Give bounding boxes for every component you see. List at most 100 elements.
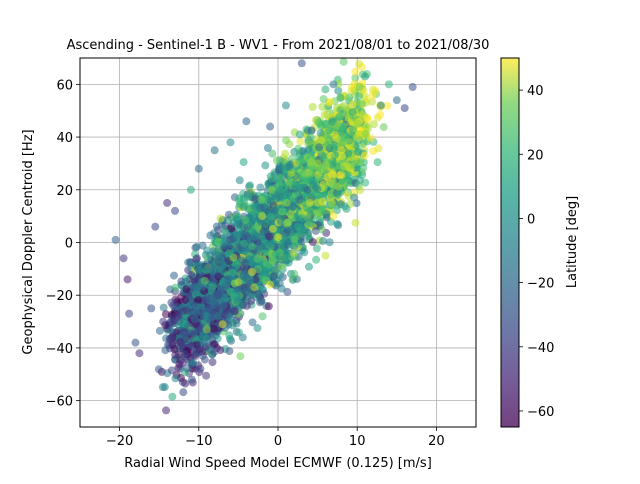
scatter-point (208, 358, 217, 367)
x-axis-label: Radial Wind Speed Model ECMWF (0.125) [m… (124, 456, 432, 471)
scatter-point (242, 117, 251, 126)
scatter-point (305, 198, 314, 207)
scatter-point (234, 278, 243, 287)
scatter-point (218, 283, 227, 292)
colorbar-frame (500, 57, 520, 428)
scatter-point (194, 296, 203, 305)
scatter-point (241, 247, 250, 256)
scatter-point (189, 358, 198, 367)
scatter-point (213, 312, 222, 321)
scatter-point (344, 113, 353, 122)
scatter-point (224, 274, 233, 283)
scatter-point (323, 140, 332, 149)
scatter-point (283, 237, 292, 246)
scatter-point (178, 358, 187, 367)
scatter-point (400, 104, 409, 113)
x-tick-label: 20 (428, 434, 445, 449)
scatter-point (281, 253, 290, 262)
scatter-point (198, 241, 207, 250)
scatter-point (272, 275, 281, 284)
scatter-point (159, 303, 168, 312)
scatter-point (312, 244, 321, 253)
scatter-point (200, 276, 209, 285)
scatter-point (266, 280, 275, 289)
scatter-point (321, 251, 330, 260)
scatter-point (384, 80, 393, 89)
scatter-point (210, 146, 219, 155)
scatter-point (188, 329, 197, 338)
scatter-point (192, 254, 201, 263)
scatter-point (319, 183, 328, 192)
x-tick-label: 10 (349, 434, 366, 449)
scatter-point (348, 108, 357, 117)
scatter-point (262, 266, 271, 275)
chart-title: Ascending - Sentinel-1 B - WV1 - From 20… (67, 38, 490, 53)
scatter-point (119, 254, 128, 263)
scatter-point (311, 183, 320, 192)
scatter-point (268, 174, 277, 183)
scatter-point (313, 198, 322, 207)
scatter-point (354, 147, 363, 156)
scatter-point (182, 285, 191, 294)
scatter-point (349, 125, 358, 134)
scatter-point (125, 309, 134, 318)
scatter-point (247, 267, 256, 276)
scatter-point (239, 271, 248, 280)
scatter-point (220, 228, 229, 237)
scatter-point (322, 161, 331, 170)
scatter-point (209, 301, 218, 310)
scatter-point (336, 93, 345, 102)
scatter-point (361, 72, 370, 81)
scatter-point (306, 133, 315, 142)
scatter-point (295, 130, 304, 139)
scatter-point (340, 137, 349, 146)
scatter-point (314, 172, 323, 181)
scatter-point (266, 239, 275, 248)
scatter-point (349, 193, 358, 202)
scatter-point (355, 82, 364, 91)
y-tick-label: −20 (46, 289, 73, 304)
scatter-point (353, 158, 362, 167)
colorbar-label: Latitude [deg] (565, 196, 580, 288)
scatter-point (376, 101, 385, 110)
scatter-point (345, 93, 354, 102)
scatter-point (369, 120, 378, 129)
scatter-point (334, 190, 343, 199)
scatter-point (171, 283, 180, 292)
scatter-point (239, 158, 248, 167)
scatter-point (297, 59, 306, 68)
scatter-point (232, 319, 241, 328)
scatter-point (305, 219, 314, 228)
scatter-point (326, 201, 335, 210)
scatter-point (177, 338, 186, 347)
scatter-point (250, 203, 259, 212)
scatter-point (233, 242, 242, 251)
scatter-point (180, 350, 189, 359)
scatter-point (313, 159, 322, 168)
scatter-point (339, 101, 348, 110)
scatter-point (304, 262, 313, 271)
scatter-point (251, 232, 260, 241)
scatter-point (284, 218, 293, 227)
scatter-point (282, 198, 291, 207)
scatter-point (383, 101, 392, 110)
scatter-point (284, 189, 293, 198)
x-tick-label: −20 (106, 434, 133, 449)
colorbar-tick-label: 20 (527, 148, 544, 163)
scatter-point (368, 97, 377, 106)
scatter-point (338, 165, 347, 174)
scatter-point (147, 304, 156, 313)
scatter-point (268, 254, 277, 263)
scatter-point (318, 225, 327, 234)
scatter-point (190, 315, 199, 324)
scatter-point (158, 383, 167, 392)
scatter-point (225, 334, 234, 343)
scatter-point (333, 219, 342, 228)
scatter-point (228, 268, 237, 277)
scatter-point (202, 325, 211, 334)
scatter-point (318, 102, 327, 111)
scatter-point (319, 237, 328, 246)
y-tick-label: 40 (56, 131, 73, 146)
scatter-point (267, 185, 276, 194)
scatter-point (319, 95, 328, 104)
